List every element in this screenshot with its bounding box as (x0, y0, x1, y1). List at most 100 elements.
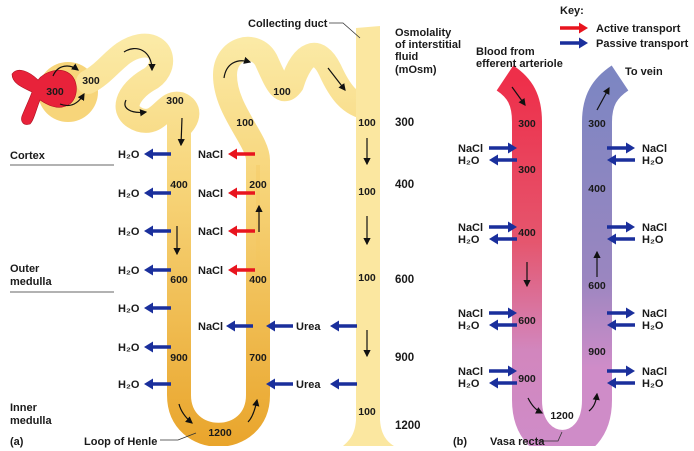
collecting-duct-value: 100 (358, 117, 376, 129)
nacl-in-arrow-icon (489, 365, 517, 377)
water-label: H₂O (642, 155, 664, 167)
ascending-limb-value: 700 (249, 352, 267, 364)
water-label: H₂O (458, 378, 480, 390)
interstitial-osmolality-value: 900 (395, 352, 414, 364)
descending-limb-value: 400 (170, 179, 188, 191)
nacl-label: NaCl (458, 222, 483, 234)
water-label: H₂O (458, 234, 480, 246)
water-out-arrow-icon (144, 225, 171, 237)
water-label: H₂O (642, 320, 664, 332)
nacl-in-arrow-icon (489, 307, 517, 319)
nacl-label: NaCl (198, 188, 223, 200)
water-out-arrow-icon (144, 187, 171, 199)
distal-tubule-value: 100 (236, 117, 254, 129)
panel-b-label: (b) (453, 436, 467, 448)
vasa-descending-value: 600 (518, 315, 536, 327)
loop-of-henle-leader (160, 432, 197, 441)
water-label: H₂O (118, 303, 140, 315)
vasa-ascending-value: 600 (588, 280, 606, 292)
passive-transport-arrow-icon (560, 37, 588, 49)
nacl-out-arrow-icon (607, 307, 635, 319)
water-in-arrow-icon (607, 377, 635, 389)
distal-tubule-value: 100 (273, 86, 291, 98)
nacl-label: NaCl (642, 308, 667, 320)
nacl-label: NaCl (642, 366, 667, 378)
water-label: H₂O (118, 342, 140, 354)
vasa-descending-value: 900 (518, 373, 536, 385)
vasa-descending-value: 400 (518, 227, 536, 239)
water-in-arrow-icon (607, 233, 635, 245)
water-out-arrow-icon (489, 233, 517, 245)
water-label: H₂O (118, 226, 140, 238)
water-label: H₂O (118, 379, 140, 391)
water-out-arrow-icon (144, 148, 171, 160)
bottom-margin (0, 446, 694, 451)
descending-limb-value: 600 (170, 274, 188, 286)
vasa-ascending-value: 300 (588, 118, 606, 130)
interstitial-osmolality-value: 600 (395, 274, 414, 286)
nacl-label: NaCl (198, 321, 223, 333)
vasa-recta-descending (496, 65, 565, 451)
zone-label-inner-medulla: Inner (10, 402, 38, 414)
loop-of-henle-label: Loop of Henle (84, 436, 157, 448)
osmolality-header: fluid (395, 51, 418, 63)
key-passive-label: Passive transport (596, 38, 689, 50)
proximal-tubule-value: 300 (166, 95, 184, 107)
osmolality-header: of interstitial (395, 39, 461, 51)
nacl-in-arrow-icon (489, 221, 517, 233)
water-label: H₂O (118, 265, 140, 277)
water-out-arrow-icon (489, 319, 517, 331)
collecting-duct-value: 100 (358, 186, 376, 198)
vasa-recta-leader (536, 431, 563, 442)
nephron-tubule (76, 33, 380, 447)
vasa-bottom-value: 1200 (550, 410, 574, 422)
vasa-recta-label: Vasa recta (490, 436, 545, 448)
nacl-in-arrow-icon (489, 142, 517, 154)
nacl-out-arrow-icon (607, 142, 635, 154)
vasa-recta-ascending (560, 65, 629, 451)
nacl-label: NaCl (198, 226, 223, 238)
interstitial-osmolality-value: 300 (395, 117, 414, 129)
inflow-label: Blood from (476, 46, 535, 58)
interstitial-osmolality-value: 400 (395, 179, 414, 191)
key-title: Key: (560, 5, 584, 17)
water-label: H₂O (118, 188, 140, 200)
urea-arrow-icon (330, 378, 357, 390)
inflow-label-2: efferent arteriole (476, 58, 563, 70)
ascending-limb-value: 400 (249, 274, 267, 286)
nacl-active-arrow-icon (228, 148, 255, 160)
capsule-value: 300 (82, 75, 100, 87)
flow-arrows (52, 48, 371, 424)
outflow-label: To vein (625, 66, 663, 78)
vasa-ascending-value: 900 (588, 346, 606, 358)
nacl-label: NaCl (642, 222, 667, 234)
interstitial-osmolality-value: 1200 (395, 420, 421, 432)
water-out-arrow-icon (489, 377, 517, 389)
zone-label-inner-medulla-2: medulla (10, 415, 52, 427)
collecting-duct (343, 26, 394, 446)
vasa-ascending-value: 400 (588, 183, 606, 195)
nacl-label: NaCl (198, 149, 223, 161)
loop-bottom-value: 1200 (208, 427, 232, 439)
nacl-active-arrow-icon (228, 264, 255, 276)
urea-label: Urea (296, 379, 321, 391)
nacl-label: NaCl (198, 265, 223, 277)
water-label: H₂O (642, 378, 664, 390)
zone-label-outer-medulla-2: medulla (10, 276, 52, 288)
collecting-duct-leader (329, 22, 361, 39)
water-in-arrow-icon (607, 319, 635, 331)
urea-arrow-icon (266, 378, 293, 390)
key-active-label: Active transport (596, 23, 681, 35)
water-out-arrow-icon (144, 378, 171, 390)
urea-arrow-icon (330, 320, 357, 332)
ascending-limb-value: 200 (249, 179, 267, 191)
glomerulus (11, 69, 77, 125)
panel-a-label: (a) (10, 436, 24, 448)
water-out-arrow-icon (489, 154, 517, 166)
zone-label-cortex: Cortex (10, 150, 46, 162)
nacl-active-arrow-icon (228, 187, 255, 199)
flow-arrows-b (511, 86, 610, 414)
osmolality-header: (mOsm) (395, 64, 437, 76)
nacl-out-arrow-icon (607, 365, 635, 377)
